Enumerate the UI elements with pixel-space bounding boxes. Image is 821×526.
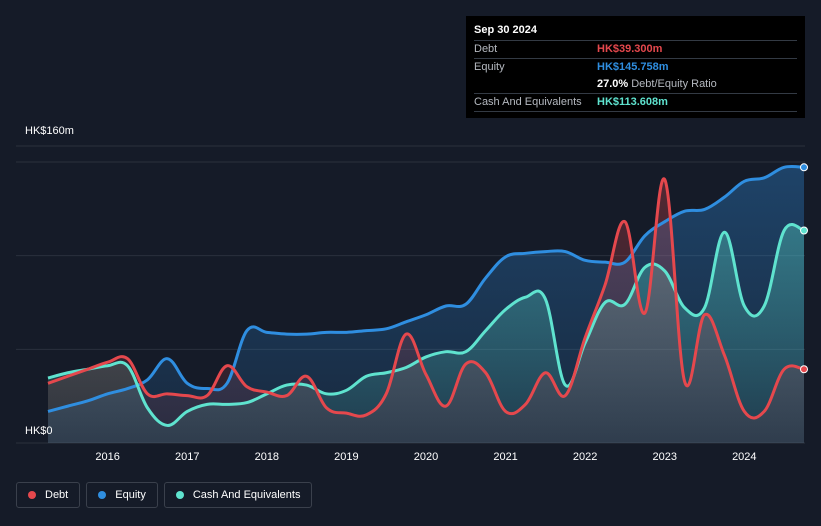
x-tick-2016: 2016 [95,451,120,463]
legend-item-debt[interactable]: Debt [16,482,81,508]
legend-item-equity[interactable]: Equity [86,482,158,508]
tooltip-cash-row: Cash And Equivalents HK$113.608m [474,93,797,111]
legend-debt-label: Debt [45,489,69,501]
cash-end-marker [800,226,808,235]
tooltip-equity-row: Equity HK$145.758m [474,58,797,76]
x-tick-2018: 2018 [254,451,280,463]
x-tick-2021: 2021 [493,451,518,463]
legend-cash-label: Cash And Equivalents [192,489,301,501]
debt-line [47,177,805,420]
equity-line [47,164,805,413]
tooltip-debt-value: HK$39.300m [597,43,663,55]
tooltip-debt-row: Debt HK$39.300m [474,40,797,58]
series-areas [48,166,804,444]
series-end-markers [800,163,808,374]
debt-dot-icon [28,491,36,499]
x-tick-2024: 2024 [732,451,757,463]
x-tick-2022: 2022 [572,451,598,463]
legend-equity-label: Equity [115,489,146,501]
x-tick-2023: 2023 [652,451,677,463]
cash-line [47,223,805,427]
tooltip-equity-value: HK$145.758m [597,61,669,73]
equity-dot-icon [98,491,107,499]
series-lines [47,164,805,427]
tooltip-date: Sep 30 2024 [474,24,537,36]
tooltip-ratio-value: 27.0% [597,78,629,90]
tooltip-cash-label: Cash And Equivalents [474,96,582,108]
tooltip-cash-value: HK$113.608m [597,96,668,108]
equity-end-marker [800,163,808,172]
legend-item-cash[interactable]: Cash And Equivalents [163,482,313,508]
y-axis-bottom-label: HK$0 [25,425,53,437]
x-tick-2019: 2019 [334,451,359,463]
tooltip-debt-label: Debt [474,43,498,55]
chart-legend: Debt Equity Cash And Equivalents [16,482,313,508]
tooltip-ratio-row: 27.0% Debt/Equity Ratio [474,76,797,93]
y-axis-top-label: HK$160m [25,125,74,137]
data-tooltip: Sep 30 2024 Debt HK$39.300m Equity HK$14… [466,16,805,118]
tooltip-equity-label: Equity [474,61,505,73]
x-tick-2020: 2020 [413,451,439,463]
x-tick-2017: 2017 [175,451,200,463]
debt-end-marker [800,365,808,374]
cash-dot-icon [175,491,184,499]
tooltip-ratio-label: Debt/Equity Ratio [631,78,717,90]
